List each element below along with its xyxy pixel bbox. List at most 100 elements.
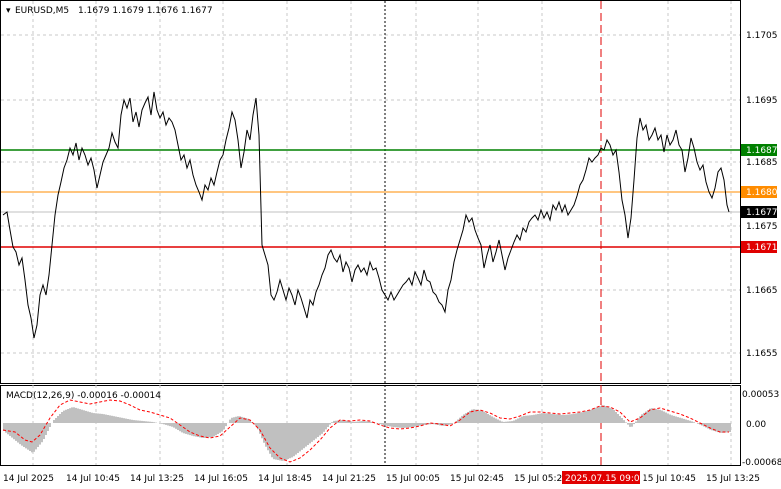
macd-bar (11, 423, 13, 438)
macd-bar (249, 420, 251, 423)
macd-bar (205, 423, 207, 438)
macd-bar (539, 413, 541, 423)
macd-bar (73, 407, 75, 423)
symbol-dropdown-icon[interactable]: ▾ (6, 6, 11, 16)
macd-bar (305, 423, 307, 447)
macd-bar (233, 417, 235, 423)
macd-bar (501, 421, 503, 423)
macd-bar (261, 423, 263, 439)
macd-bar (47, 423, 49, 431)
macd-bar (677, 417, 679, 423)
macd-bar (297, 423, 299, 453)
macd-bar (381, 423, 383, 425)
macd-bar (231, 417, 233, 423)
macd-bar (625, 422, 627, 423)
macd-bar (85, 410, 87, 423)
current-price-label: 1.1677 (746, 208, 778, 218)
macd-label: MACD(12,26,9) -0.00016 -0.00014 (6, 391, 161, 401)
macd-bar (451, 423, 453, 425)
macd-bar (725, 423, 727, 433)
macd-bar (91, 412, 93, 423)
macd-bar (483, 411, 485, 423)
macd-bar (369, 421, 371, 423)
macd-bar (355, 421, 357, 423)
green-level-label: 1.1687 (746, 146, 778, 156)
macd-bar (495, 418, 497, 423)
macd-bar (351, 421, 353, 423)
macd-bar (579, 412, 581, 423)
macd-bar (31, 423, 33, 453)
macd-bar (367, 421, 369, 423)
macd-bar (365, 421, 367, 423)
macd-bar (497, 419, 499, 423)
macd-bar (517, 418, 519, 423)
symbol-label[interactable]: EURUSD,M5 (15, 6, 69, 16)
macd-bar (263, 423, 265, 443)
macd-bar (275, 423, 277, 460)
macd-bar (77, 408, 79, 423)
macd-bar (371, 421, 373, 423)
macd-bar (711, 423, 713, 431)
macd-bar (577, 413, 579, 423)
macd-bar (315, 423, 317, 439)
macd-bar (295, 423, 297, 455)
macd-bar (181, 423, 183, 433)
macd-bar (581, 412, 583, 423)
macd-bar (503, 421, 505, 423)
macd-bar (55, 418, 57, 423)
macd-bar (637, 418, 639, 423)
ohlc-values: 1.1679 1.1679 1.1676 1.1677 (78, 6, 213, 16)
macd-bar (689, 420, 691, 423)
macd-bar (595, 407, 597, 423)
macd-bar (117, 417, 119, 423)
price-tick: 1.1695 (746, 96, 778, 106)
macd-bar (619, 416, 621, 423)
macd-bar (71, 407, 73, 423)
macd-bar (243, 417, 245, 423)
macd-bar (293, 423, 295, 457)
macd-bar (49, 423, 51, 427)
orange-level-label: 1.1680 (746, 188, 778, 198)
macd-bar (661, 410, 663, 423)
macd-bar (187, 423, 189, 435)
macd-bar (177, 423, 179, 430)
macd-bar (537, 414, 539, 423)
macd-bar (123, 418, 125, 423)
macd-bar (361, 421, 363, 423)
macd-bar (467, 412, 469, 423)
macd-bar (557, 414, 559, 423)
macd-bar (493, 417, 495, 423)
macd-bar (209, 423, 211, 438)
macd-bar (423, 423, 425, 425)
red-level-badge (741, 241, 777, 253)
macd-bar (121, 417, 123, 423)
price-line (2, 91, 730, 339)
macd-bar (7, 423, 9, 435)
macd-bar (259, 423, 261, 434)
macd-bar (409, 423, 411, 428)
macd-bar (303, 423, 305, 449)
macd-bar (447, 423, 449, 425)
macd-bar (199, 423, 201, 438)
macd-bar (599, 406, 601, 423)
macd-bar (245, 418, 247, 423)
macd-bar (393, 423, 395, 428)
macd-bar (119, 417, 121, 423)
macd-bar (391, 423, 393, 427)
macd-bar (97, 413, 99, 423)
macd-bar (671, 415, 673, 423)
macd-bar (623, 420, 625, 423)
time-marker-badge (562, 471, 640, 484)
macd-bar (651, 408, 653, 423)
macd-bar (255, 423, 257, 426)
macd-bar (307, 423, 309, 445)
macd-bar (589, 409, 591, 423)
macd-bar (79, 409, 81, 423)
macd-bar (567, 414, 569, 423)
current-price-badge (741, 206, 777, 218)
macd-bar (597, 407, 599, 423)
macd-bar (39, 423, 41, 445)
macd-bar (383, 423, 385, 426)
macd-bar (601, 405, 603, 423)
